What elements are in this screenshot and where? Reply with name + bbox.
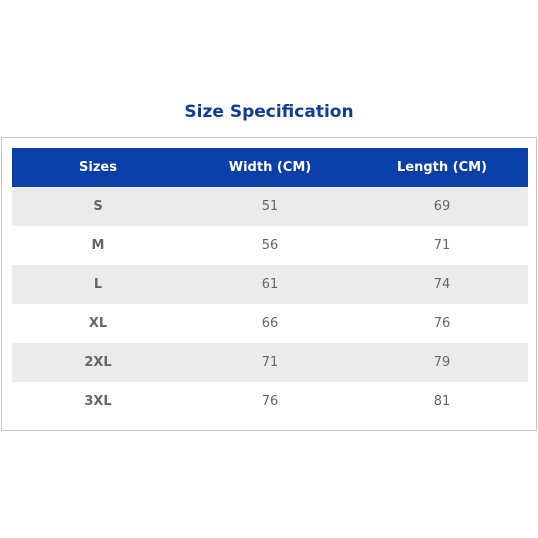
title: Size Specification bbox=[184, 102, 354, 122]
size-table: Sizes Width (CM) Length (CM) S 51 69 M 56 71 L 61… bbox=[12, 148, 528, 421]
size-cell: 2XL bbox=[12, 343, 184, 382]
value-cell: 71 bbox=[184, 343, 356, 382]
header-row: Sizes Width (CM) Length (CM) bbox=[12, 148, 528, 187]
table-row: M 56 71 bbox=[12, 226, 528, 265]
table-row: S 51 69 bbox=[12, 187, 528, 226]
table-row: XL 66 76 bbox=[12, 304, 528, 343]
value-cell: 69 bbox=[356, 187, 528, 226]
size-cell: L bbox=[12, 265, 184, 304]
table-row: L 61 74 bbox=[12, 265, 528, 304]
value-cell: 76 bbox=[433, 316, 451, 331]
size-cell: XL bbox=[88, 316, 108, 331]
value-cell: 61 bbox=[184, 265, 356, 304]
table-row: 2XL 71 79 bbox=[12, 343, 528, 382]
value-cell: 56 bbox=[261, 238, 279, 253]
value-cell: 71 bbox=[433, 238, 451, 253]
value-cell: 76 bbox=[261, 394, 279, 409]
value-cell: 66 bbox=[261, 316, 279, 331]
size-cell: S bbox=[12, 187, 184, 226]
size-cell: 3XL bbox=[84, 394, 112, 409]
size-cell: M bbox=[91, 238, 105, 253]
header-cell: Sizes bbox=[12, 148, 184, 187]
table-row: 3XL 76 81 bbox=[12, 382, 528, 421]
value-cell: 74 bbox=[356, 265, 528, 304]
header-cell: Width (CM) bbox=[184, 148, 356, 187]
value-cell: 79 bbox=[356, 343, 528, 382]
table-frame: Sizes Width (CM) Length (CM) S 51 69 M 56 71 L 61… bbox=[1, 137, 537, 431]
value-cell: 81 bbox=[433, 394, 451, 409]
header-cell: Length (CM) bbox=[356, 148, 528, 187]
value-cell: 51 bbox=[184, 187, 356, 226]
